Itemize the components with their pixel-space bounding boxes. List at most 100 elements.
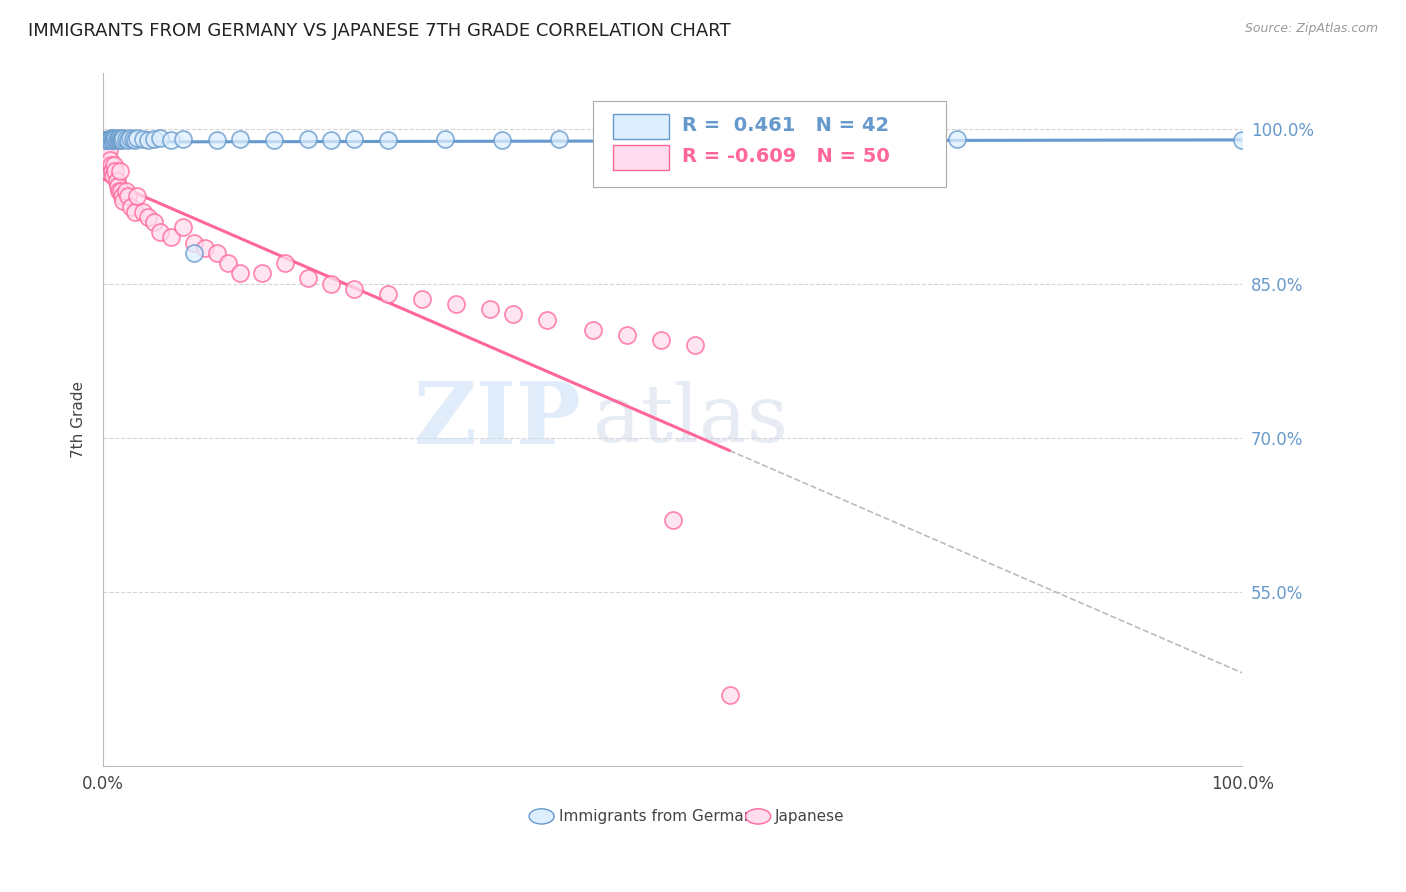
Text: atlas: atlas (593, 381, 787, 458)
FancyBboxPatch shape (613, 114, 669, 139)
Point (274, 256, 297, 270)
Point (411, 292, 433, 306)
Point (98, 133, 121, 147)
Point (108, 133, 131, 147)
Point (120, 130, 142, 145)
Point (101, 132, 124, 146)
Point (96, 133, 118, 147)
Point (297, 132, 319, 146)
Point (110, 132, 132, 146)
Point (114, 184, 136, 198)
Point (547, 132, 569, 146)
Ellipse shape (745, 809, 770, 824)
Point (121, 132, 143, 146)
Point (502, 307, 524, 321)
Point (101, 163, 124, 178)
Text: IMMIGRANTS FROM GERMANY VS JAPANESE 7TH GRADE CORRELATION CHART: IMMIGRANTS FROM GERMANY VS JAPANESE 7TH … (28, 22, 731, 40)
Point (124, 133, 146, 147)
Point (132, 132, 155, 146)
Point (172, 132, 194, 146)
Point (105, 174, 128, 188)
Point (536, 312, 558, 326)
Point (1232, 133, 1254, 147)
Point (183, 245, 205, 260)
Point (661, 513, 683, 527)
Point (183, 235, 205, 250)
Point (103, 130, 125, 145)
Point (616, 328, 638, 343)
Point (101, 169, 124, 183)
Point (217, 256, 239, 270)
Point (100, 130, 122, 145)
Point (127, 189, 149, 203)
Point (114, 132, 136, 146)
Point (117, 189, 139, 203)
Point (252, 266, 274, 280)
Point (124, 204, 146, 219)
Point (117, 133, 139, 147)
Text: ZIP: ZIP (413, 377, 582, 462)
Point (582, 323, 605, 337)
Point (228, 132, 250, 146)
Point (319, 133, 342, 147)
Point (718, 688, 741, 702)
Point (342, 132, 364, 146)
Point (112, 130, 135, 145)
Point (685, 338, 707, 352)
Point (149, 225, 172, 239)
Text: R =  0.461   N = 42: R = 0.461 N = 42 (682, 116, 889, 136)
Point (107, 132, 129, 146)
Point (104, 132, 127, 146)
Point (96, 148, 118, 162)
Point (228, 266, 250, 280)
Point (97, 143, 120, 157)
Point (104, 163, 127, 178)
Point (160, 230, 183, 244)
Point (105, 133, 128, 147)
Point (194, 241, 217, 255)
Point (297, 271, 319, 285)
Point (127, 130, 149, 145)
Point (433, 132, 456, 146)
Point (94, 137, 117, 152)
Point (103, 158, 125, 172)
Text: Source: ZipAtlas.com: Source: ZipAtlas.com (1244, 22, 1378, 36)
Point (120, 200, 142, 214)
Point (172, 220, 194, 235)
Point (110, 184, 132, 198)
Text: R = -0.609   N = 50: R = -0.609 N = 50 (682, 147, 890, 167)
Point (111, 189, 134, 203)
Point (319, 277, 342, 291)
Point (138, 210, 160, 224)
Point (263, 133, 285, 147)
Text: Immigrants from Germany: Immigrants from Germany (558, 809, 762, 824)
Point (132, 204, 155, 219)
Point (444, 297, 467, 311)
FancyBboxPatch shape (593, 101, 946, 187)
Point (377, 133, 399, 147)
Point (650, 333, 672, 347)
Point (97, 132, 120, 146)
Point (149, 130, 172, 145)
Point (108, 130, 131, 145)
Point (96, 133, 118, 147)
Point (775, 133, 797, 147)
Point (94, 133, 117, 147)
Point (101, 133, 124, 147)
Point (377, 286, 399, 301)
Point (491, 133, 513, 147)
Point (160, 133, 183, 147)
Point (138, 133, 160, 147)
Point (100, 158, 122, 172)
Ellipse shape (529, 809, 554, 824)
Y-axis label: 7th Grade: 7th Grade (72, 381, 86, 458)
Point (98, 153, 121, 168)
Point (946, 132, 969, 146)
Point (205, 133, 228, 147)
FancyBboxPatch shape (613, 145, 669, 170)
Point (108, 184, 131, 198)
Point (143, 215, 166, 229)
Text: Japanese: Japanese (775, 809, 845, 824)
Point (111, 133, 134, 147)
Point (112, 194, 135, 209)
